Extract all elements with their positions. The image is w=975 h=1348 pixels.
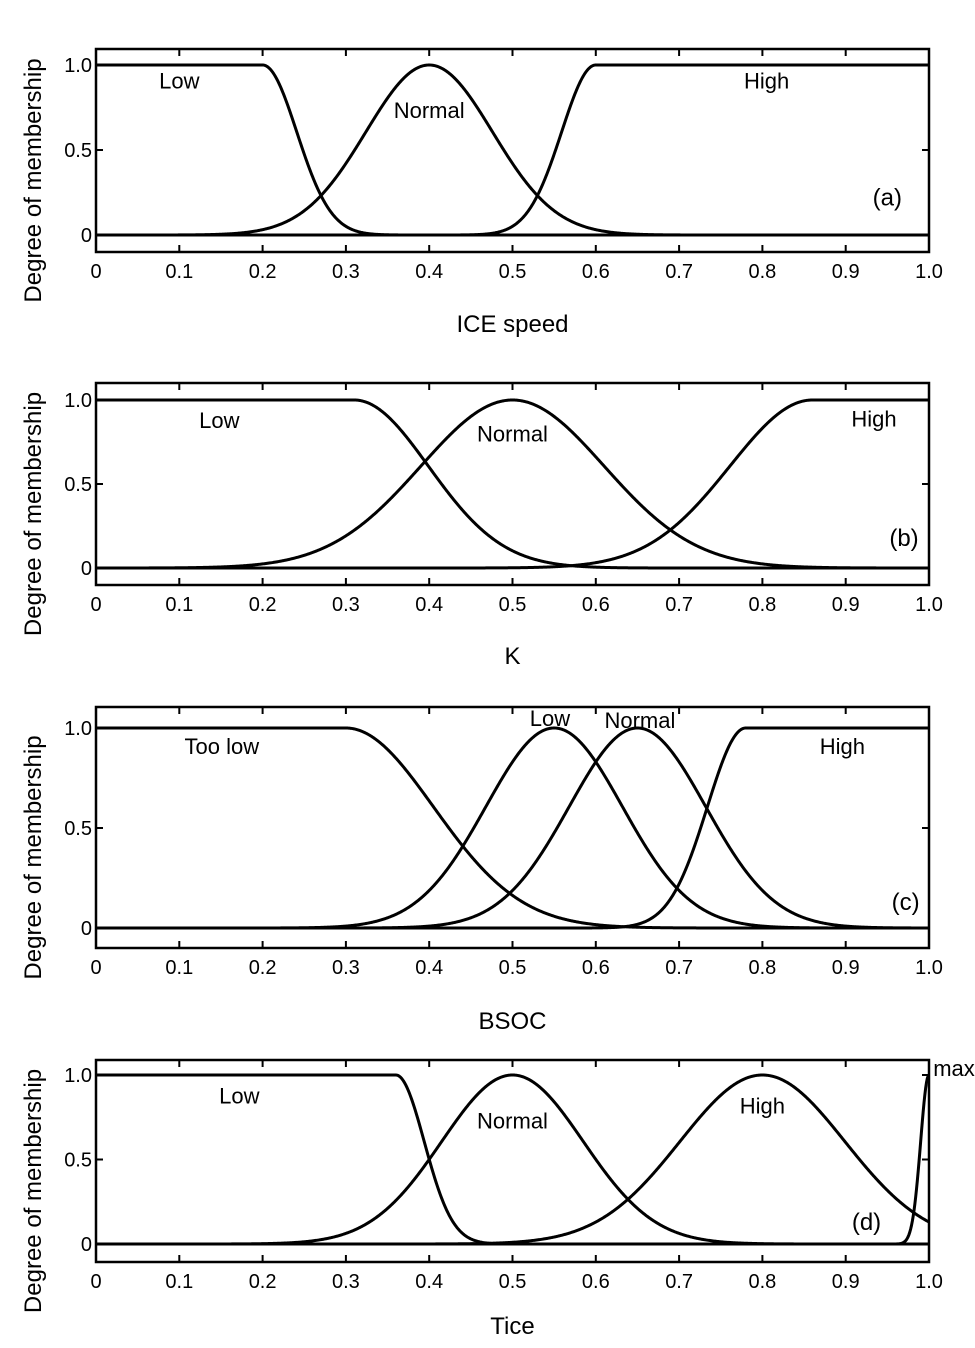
y-tick-label: 0 <box>81 1234 92 1256</box>
x-tick-label: 0.2 <box>249 594 277 616</box>
x-tick-label: 0.8 <box>748 594 776 616</box>
x-tick-label: 0.8 <box>748 1271 776 1293</box>
curve-label: High <box>820 734 865 759</box>
x-tick-label: 0.8 <box>748 261 776 283</box>
mf-curve-high <box>95 63 930 237</box>
y-tick-label: 1.0 <box>64 718 92 740</box>
y-axis-label: Degree of membership <box>20 735 47 979</box>
mf-curve-low <box>95 63 930 237</box>
x-tick-label: 0.5 <box>499 261 527 283</box>
y-tick-label: 0 <box>81 225 92 247</box>
x-tick-label: 0.4 <box>415 594 443 616</box>
y-axis-label: Degree of membership <box>20 392 47 636</box>
y-tick-label: 0 <box>81 918 92 940</box>
x-axis-label: BSOC <box>478 1008 546 1035</box>
mf-curve-normal <box>95 398 930 570</box>
subplot-b: 0 0.1 0.2 0.3 0.4 0.5 0.6 0.7 0.8 0.9 1.0 0 0.5 1.0 Lo… <box>20 381 943 670</box>
curve-label: Low <box>219 1083 259 1108</box>
x-tick-label: 0.1 <box>165 261 193 283</box>
x-tick-label: 0.9 <box>832 594 860 616</box>
mf-curve-low <box>95 398 930 570</box>
mf-curve-max <box>95 1073 931 1246</box>
x-tick-label: 0 <box>90 1271 101 1293</box>
curve-label: High <box>740 1093 785 1118</box>
x-tick-label: 0.4 <box>415 1271 443 1293</box>
x-tick-label: 0.1 <box>165 957 193 979</box>
x-tick-label: 0.2 <box>249 957 277 979</box>
curve-label: Too low <box>184 734 259 759</box>
y-tick-label: 0.5 <box>64 474 92 496</box>
x-tick-label: 0.1 <box>165 594 193 616</box>
x-tick-label: 1.0 <box>915 957 943 979</box>
x-tick-label: 0.9 <box>832 1271 860 1293</box>
curve-label: Low <box>530 706 570 731</box>
x-tick-label: 0.7 <box>665 957 693 979</box>
x-tick-label: 0.6 <box>582 594 610 616</box>
y-axis-label: Degree of membership <box>20 58 47 302</box>
mf-curve-high <box>95 726 930 930</box>
x-tick-label: 0.9 <box>832 261 860 283</box>
x-tick-label: 0.2 <box>249 1271 277 1293</box>
panel-label: (a) <box>873 185 902 212</box>
curve-label: Low <box>199 408 239 433</box>
x-tick-label: 0.6 <box>582 1271 610 1293</box>
x-tick-label: 0.7 <box>665 1271 693 1293</box>
x-tick-label: 1.0 <box>915 594 943 616</box>
x-tick-label: 0.3 <box>332 1271 360 1293</box>
x-tick-label: 1.0 <box>915 1271 943 1293</box>
x-tick-label: 0.7 <box>665 594 693 616</box>
panel-label: (b) <box>889 525 918 552</box>
y-tick-label: 0.5 <box>64 1150 92 1172</box>
x-tick-label: 0.5 <box>499 957 527 979</box>
y-tick-label: 0.5 <box>64 818 92 840</box>
y-tick-label: 1.0 <box>64 1065 92 1087</box>
subplot-a: 0 0.1 0.2 0.3 0.4 0.5 0.6 0.7 0.8 0.9 1.0 0 0.5 1.0 Lo… <box>20 47 943 338</box>
x-tick-label: 1.0 <box>915 261 943 283</box>
x-tick-label: 0.9 <box>832 957 860 979</box>
x-tick-label: 0 <box>90 261 101 283</box>
curve-label: Normal <box>477 422 548 447</box>
x-tick-label: 0 <box>90 957 101 979</box>
mf-curve-high <box>95 398 930 570</box>
x-tick-label: 0.4 <box>415 957 443 979</box>
y-tick-label: 1.0 <box>64 390 92 412</box>
y-tick-label: 1.0 <box>64 55 92 77</box>
x-tick-label: 0.5 <box>499 1271 527 1293</box>
x-tick-label: 0.4 <box>415 261 443 283</box>
x-tick-label: 0.2 <box>249 261 277 283</box>
x-tick-label: 0 <box>90 594 101 616</box>
x-tick-label: 0.7 <box>665 261 693 283</box>
x-axis-label: ICE speed <box>456 311 568 338</box>
x-tick-label: 0.6 <box>582 261 610 283</box>
x-tick-label: 0.8 <box>748 957 776 979</box>
curve-label: Low <box>159 68 199 93</box>
x-tick-label: 0.3 <box>332 594 360 616</box>
axes-frame <box>94 47 931 254</box>
curve-label: High <box>744 68 789 93</box>
subplot-c: 0 0.1 0.2 0.3 0.4 0.5 0.6 0.7 0.8 0.9 1.0 0 0.5 1.0 To… <box>20 705 943 1035</box>
y-tick-label: 0.5 <box>64 140 92 162</box>
x-axis-label: K <box>504 643 520 670</box>
curve-label: Normal <box>604 708 675 733</box>
x-tick-label: 0.1 <box>165 1271 193 1293</box>
x-tick-label: 0.3 <box>332 261 360 283</box>
curve-label: High <box>851 406 896 431</box>
mf-curve-normal <box>95 63 930 237</box>
y-axis-label: Degree of membership <box>20 1069 47 1313</box>
x-tick-label: 0.3 <box>332 957 360 979</box>
x-axis-label: Tice <box>490 1313 534 1340</box>
x-tick-label: 0.5 <box>499 594 527 616</box>
panel-label: (d) <box>852 1209 881 1236</box>
curve-label: Normal <box>394 98 465 123</box>
subplot-d: 0 0.1 0.2 0.3 0.4 0.5 0.6 0.7 0.8 0.9 1.0 0 0.5 1.0 Lo… <box>20 1056 975 1340</box>
curve-label: Normal <box>477 1109 548 1134</box>
x-tick-label: 0.6 <box>582 957 610 979</box>
curve-label: max <box>933 1056 975 1081</box>
panel-label: (c) <box>892 889 920 916</box>
y-tick-label: 0 <box>81 558 92 580</box>
